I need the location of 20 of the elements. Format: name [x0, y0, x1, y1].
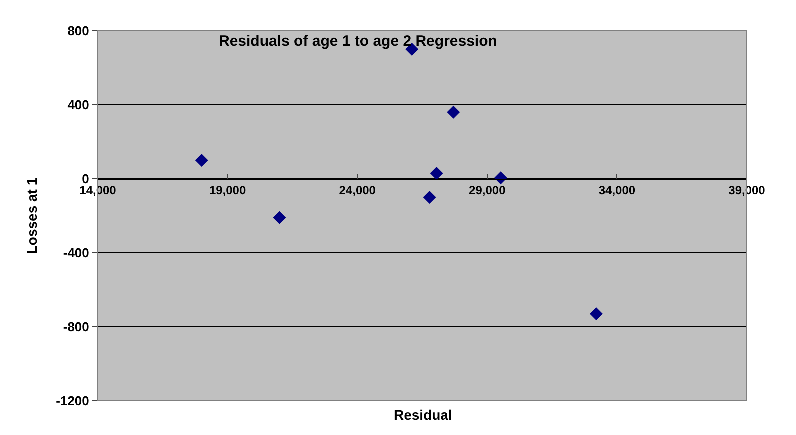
y-tick-label: 800 — [68, 24, 90, 39]
x-tick-label: 39,000 — [728, 183, 766, 198]
x-axis-title: Residual — [394, 407, 452, 423]
point — [430, 166, 444, 180]
y-tick-label: 400 — [68, 98, 90, 113]
point — [590, 308, 603, 321]
y-axis-title: Losses at 1 — [24, 178, 40, 254]
y-tick-label: -1200 — [56, 394, 90, 409]
chart-title: Residuals of age 1 to age 2 Regression — [219, 33, 498, 50]
point — [273, 211, 286, 224]
point — [423, 191, 436, 204]
x-tick-label: 24,000 — [339, 183, 376, 198]
x-tick-label: 34,000 — [598, 183, 636, 198]
x-tick-label: 29,000 — [469, 183, 506, 198]
y-tick-label: -800 — [63, 320, 90, 335]
y-tick-label: 0 — [82, 172, 90, 187]
y-tick-label: -400 — [63, 246, 90, 261]
point — [195, 154, 208, 167]
x-tick-label: 19,000 — [209, 183, 246, 198]
point — [447, 106, 460, 119]
